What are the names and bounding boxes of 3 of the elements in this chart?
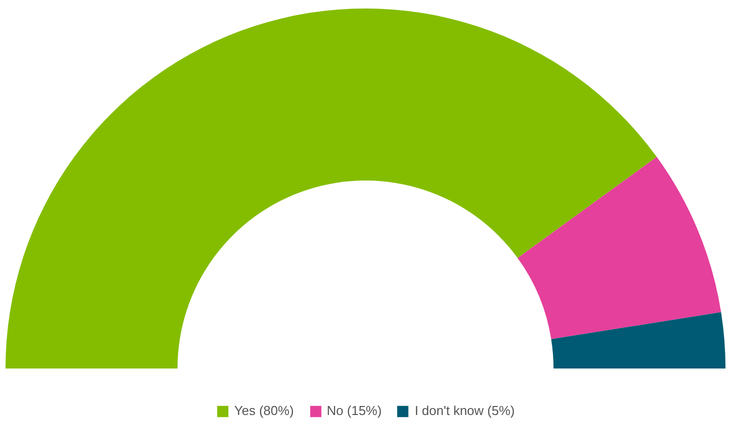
- legend-label: No (15%): [326, 403, 382, 418]
- legend-label: Yes (80%): [234, 403, 294, 418]
- legend-label: I don't know (5%): [414, 403, 515, 418]
